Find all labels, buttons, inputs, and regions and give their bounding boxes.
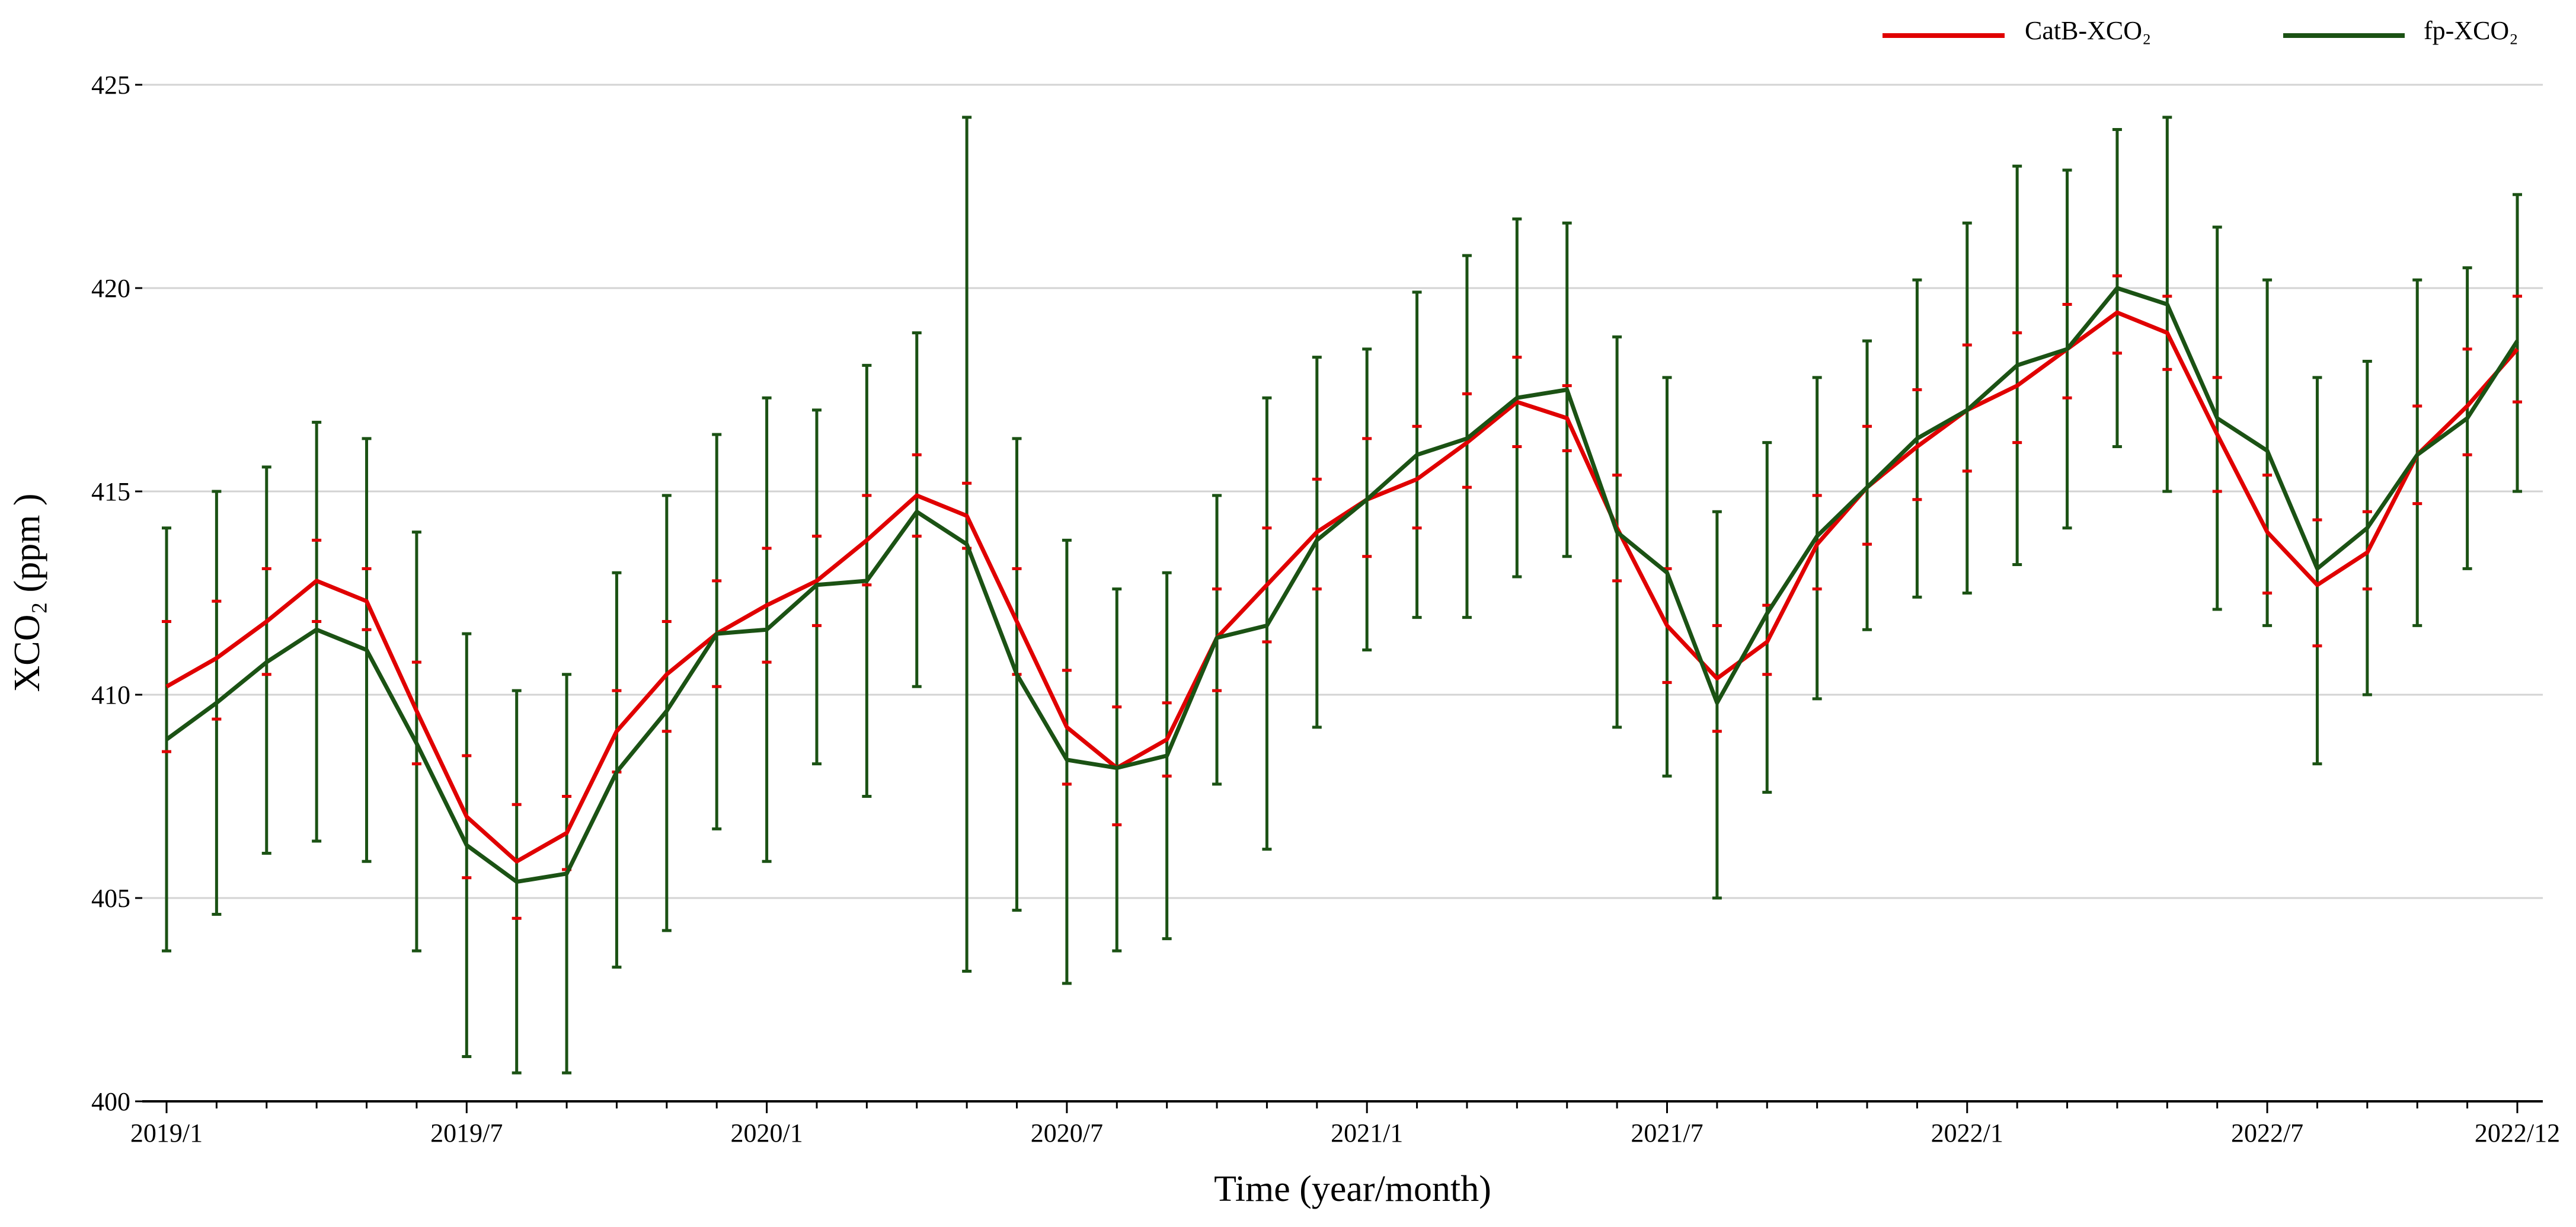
- x-axis-title: Time (year/month): [1214, 1169, 1491, 1209]
- series-line-fp: [165, 286, 2519, 884]
- series-lines: [165, 286, 2519, 884]
- x-tick-label: 2021/7: [1631, 1119, 1703, 1148]
- y-axis-title: XCO₂ (ppm ): [7, 493, 47, 692]
- y-tick-label: 400: [91, 1087, 130, 1116]
- y-tick-label: 420: [91, 274, 130, 303]
- legend-label-fp: fp-XCO₂: [2424, 16, 2519, 45]
- x-tick-label: 2020/7: [1031, 1119, 1103, 1148]
- x-tick-label: 2022/1: [1931, 1119, 2003, 1148]
- legend: CatB-XCO₂ fp-XCO₂: [1883, 16, 2519, 45]
- legend-label-catb: CatB-XCO₂: [2025, 16, 2151, 45]
- y-axis-ticks: 400 405 410 415 420 425: [91, 71, 142, 1116]
- x-tick-label: 2019/1: [130, 1119, 203, 1148]
- series-line-catb: [165, 310, 2519, 864]
- y-tick-label: 415: [91, 477, 130, 506]
- x-axis-ticks: 2019/1 2019/7 2020/1 2020/7 2021/1 2021/7 2022…: [130, 1101, 2560, 1148]
- x-tick-label: 2022/7: [2231, 1119, 2303, 1148]
- x-tick-label: 2020/1: [730, 1119, 803, 1148]
- y-tick-label: 410: [91, 680, 130, 710]
- grid-lines: [142, 84, 2543, 899]
- x-tick-label: 2022/12: [2475, 1119, 2560, 1148]
- y-tick-label: 425: [91, 71, 130, 100]
- x-tick-label: 2019/7: [430, 1119, 503, 1148]
- y-tick-label: 405: [91, 884, 130, 913]
- x-tick-label: 2021/1: [1331, 1119, 1403, 1148]
